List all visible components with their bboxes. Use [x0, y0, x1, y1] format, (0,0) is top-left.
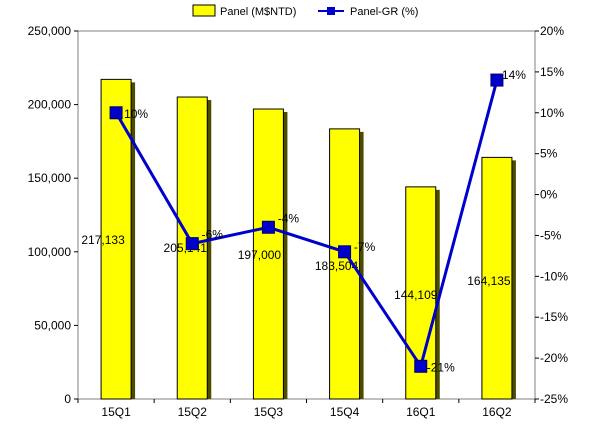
right-axis-tick-label: 5%: [540, 147, 558, 161]
x-axis-tick-label: 15Q4: [330, 405, 360, 419]
left-axis-tick-label: 200,000: [28, 98, 72, 112]
bar-data-label: 164,135: [467, 274, 511, 288]
line-data-label: -21%: [427, 360, 455, 374]
line-marker: [490, 73, 504, 87]
right-axis-tick-label: 15%: [540, 65, 564, 79]
plot-area: 0 50,000 100,000 150,000 200,000 250,000 -25% -…: [28, 24, 569, 419]
x-axis-tick-label: 15Q2: [178, 405, 208, 419]
line-marker: [185, 237, 199, 251]
x-axis-tick-label: 15Q3: [254, 405, 284, 419]
left-axis-tick-label: 100,000: [28, 245, 72, 259]
right-axis-tick-label: -20%: [540, 351, 568, 365]
line-data-label: 14%: [502, 68, 526, 82]
line-marker: [109, 106, 123, 120]
line-data-label: 10%: [124, 107, 148, 121]
bar-data-label: 217,133: [81, 233, 125, 247]
right-axis-tick-label: -15%: [540, 310, 568, 324]
right-axis-tick-label: 20%: [540, 24, 564, 38]
plot-border: [77, 30, 536, 400]
legend: Panel (M$NTD) Panel-GR (%): [192, 4, 418, 18]
line-data-label: -7%: [354, 240, 376, 254]
bar-data-label: 144,109: [394, 288, 438, 302]
x-axis-tick-label: 15Q1: [101, 405, 131, 419]
line-marker: [338, 245, 352, 259]
line-data-label: -6%: [202, 228, 224, 242]
x-axis-tick-label: 16Q2: [482, 405, 512, 419]
right-axis-tick-label: -5%: [540, 228, 562, 242]
bar-data-label: 183,504: [315, 259, 359, 273]
right-axis-tick-label: -25%: [540, 392, 568, 406]
right-axis-tick-label: -10%: [540, 269, 568, 283]
bar: [481, 156, 513, 400]
x-axis-tick-label: 16Q1: [406, 405, 436, 419]
left-axis-tick-label: 250,000: [28, 24, 72, 38]
bar: [252, 108, 284, 400]
left-axis-tick-label: 50,000: [34, 318, 71, 332]
bar-data-label: 197,000: [238, 248, 282, 262]
legend-swatch-panel-gr-marker: [327, 7, 335, 15]
line-marker: [261, 220, 275, 234]
right-axis-tick-label: 0%: [540, 188, 558, 202]
left-axis-tick-label: 0: [64, 392, 71, 406]
right-axis-tick-label: 10%: [540, 106, 564, 120]
line-data-label: -4%: [278, 211, 300, 225]
line-marker: [414, 359, 428, 373]
legend-swatch-panel: [192, 4, 216, 17]
legend-label-panel-gr: Panel-GR (%): [350, 6, 418, 18]
series-line-panel-gr: [114, 79, 499, 370]
legend-label-panel: Panel (M$NTD): [220, 6, 296, 18]
bar: [329, 128, 361, 400]
left-axis-tick-label: 150,000: [28, 171, 72, 185]
